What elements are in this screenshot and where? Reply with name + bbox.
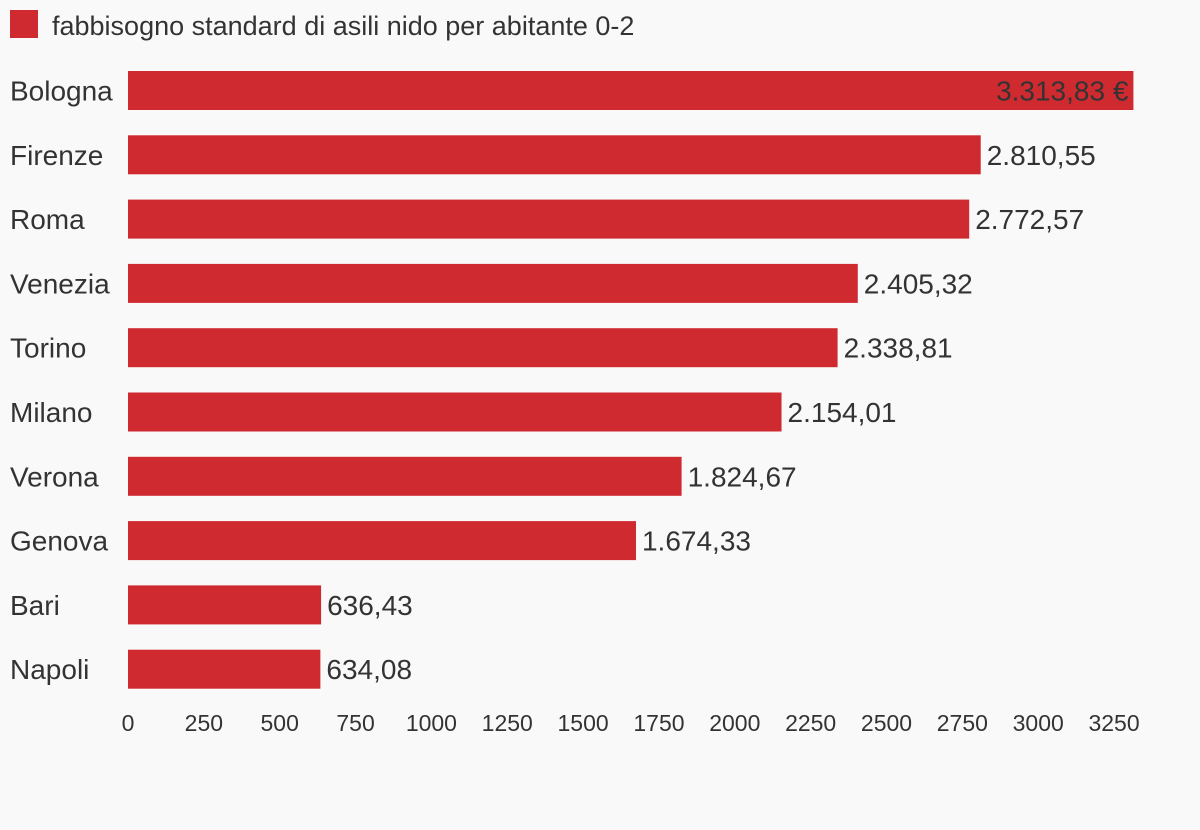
x-tick-label: 1000 <box>406 710 457 736</box>
data-label: 3.313,83 € <box>996 76 1129 107</box>
x-tick-label: 3250 <box>1088 710 1139 736</box>
bar <box>128 456 682 496</box>
legend-label: fabbisogno standard di asili nido per ab… <box>52 10 635 41</box>
x-tick-label: 1500 <box>558 710 609 736</box>
bar <box>128 649 321 689</box>
bar <box>128 263 858 303</box>
x-tick-label: 2000 <box>709 710 760 736</box>
category-label: Bologna <box>10 76 113 107</box>
x-tick-label: 2500 <box>861 710 912 736</box>
x-tick-label: 1250 <box>482 710 533 736</box>
bar <box>128 585 322 625</box>
x-tick-label: 500 <box>261 710 299 736</box>
x-tick-label: 750 <box>336 710 374 736</box>
x-tick-label: 3000 <box>1013 710 1064 736</box>
category-label: Bari <box>10 590 60 621</box>
bar <box>128 135 981 175</box>
data-label: 2.338,81 <box>844 333 953 364</box>
data-label: 2.810,55 <box>987 140 1096 171</box>
bar <box>128 199 970 239</box>
category-label: Napoli <box>10 654 89 685</box>
data-label: 2.405,32 <box>864 268 973 299</box>
category-label: Verona <box>10 461 99 492</box>
category-label: Firenze <box>10 140 103 171</box>
data-label: 1.674,33 <box>642 526 751 557</box>
bar <box>128 521 636 561</box>
x-tick-label: 2250 <box>785 710 836 736</box>
data-label: 2.772,57 <box>975 204 1084 235</box>
bar <box>128 392 782 432</box>
category-label: Torino <box>10 333 86 364</box>
x-tick-label: 0 <box>122 710 135 736</box>
bar <box>128 328 838 368</box>
data-label: 1.824,67 <box>688 461 797 492</box>
data-label: 634,08 <box>326 654 412 685</box>
x-tick-label: 1750 <box>633 710 684 736</box>
x-tick-label: 2750 <box>937 710 988 736</box>
x-tick-label: 250 <box>185 710 223 736</box>
data-label: 636,43 <box>327 590 413 621</box>
category-label: Milano <box>10 397 92 428</box>
category-label: Roma <box>10 204 85 235</box>
legend: fabbisogno standard di asili nido per ab… <box>10 8 634 44</box>
category-label: Genova <box>10 526 108 557</box>
category-label: Venezia <box>10 268 110 299</box>
data-label: 2.154,01 <box>788 397 897 428</box>
legend-swatch <box>10 10 38 38</box>
bar <box>128 71 1134 110</box>
